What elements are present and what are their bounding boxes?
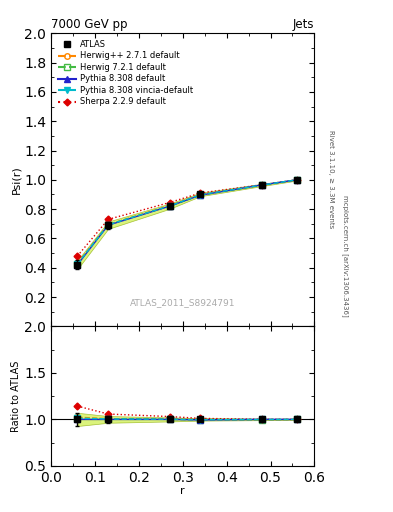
Y-axis label: Psi(r): Psi(r) <box>11 165 21 194</box>
Legend: ATLAS, Herwig++ 2.7.1 default, Herwig 7.2.1 default, Pythia 8.308 default, Pythi: ATLAS, Herwig++ 2.7.1 default, Herwig 7.… <box>55 37 196 109</box>
Y-axis label: Ratio to ATLAS: Ratio to ATLAS <box>11 360 22 432</box>
Text: mcplots.cern.ch [arXiv:1306.3436]: mcplots.cern.ch [arXiv:1306.3436] <box>342 195 349 317</box>
X-axis label: r: r <box>180 486 185 496</box>
Text: Jets: Jets <box>293 18 314 31</box>
Text: ATLAS_2011_S8924791: ATLAS_2011_S8924791 <box>130 298 235 307</box>
Text: 7000 GeV pp: 7000 GeV pp <box>51 18 128 31</box>
Text: Rivet 3.1.10, ≥ 3.3M events: Rivet 3.1.10, ≥ 3.3M events <box>328 130 334 228</box>
